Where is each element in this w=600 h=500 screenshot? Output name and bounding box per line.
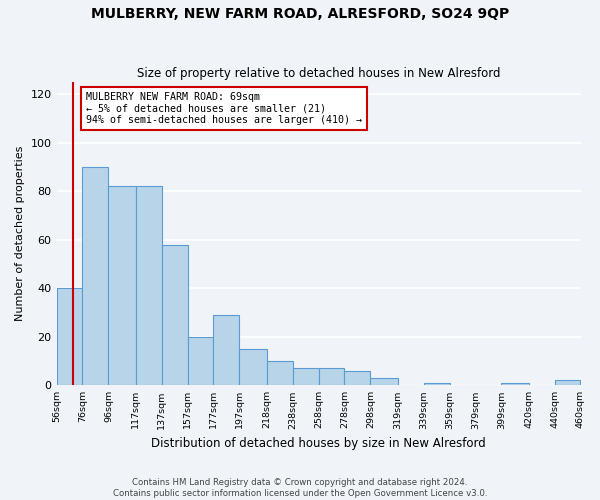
Bar [344, 370, 370, 386]
Bar [109, 186, 136, 386]
Bar [319, 368, 344, 386]
Text: MULBERRY NEW FARM ROAD: 69sqm
← 5% of detached houses are smaller (21)
94% of se: MULBERRY NEW FARM ROAD: 69sqm ← 5% of de… [86, 92, 362, 125]
Title: Size of property relative to detached houses in New Alresford: Size of property relative to detached ho… [137, 66, 500, 80]
X-axis label: Distribution of detached houses by size in New Alresford: Distribution of detached houses by size … [151, 437, 486, 450]
Bar [161, 244, 188, 386]
Bar [370, 378, 398, 386]
Bar [293, 368, 319, 386]
Bar [424, 383, 449, 386]
Bar [239, 349, 266, 386]
Text: MULBERRY, NEW FARM ROAD, ALRESFORD, SO24 9QP: MULBERRY, NEW FARM ROAD, ALRESFORD, SO24… [91, 8, 509, 22]
Y-axis label: Number of detached properties: Number of detached properties [15, 146, 25, 322]
Bar [82, 167, 109, 386]
Text: Contains HM Land Registry data © Crown copyright and database right 2024.
Contai: Contains HM Land Registry data © Crown c… [113, 478, 487, 498]
Bar [502, 383, 529, 386]
Bar [56, 288, 82, 386]
Bar [214, 315, 239, 386]
Bar [136, 186, 161, 386]
Bar [554, 380, 580, 386]
Bar [266, 361, 293, 386]
Bar [188, 337, 214, 386]
